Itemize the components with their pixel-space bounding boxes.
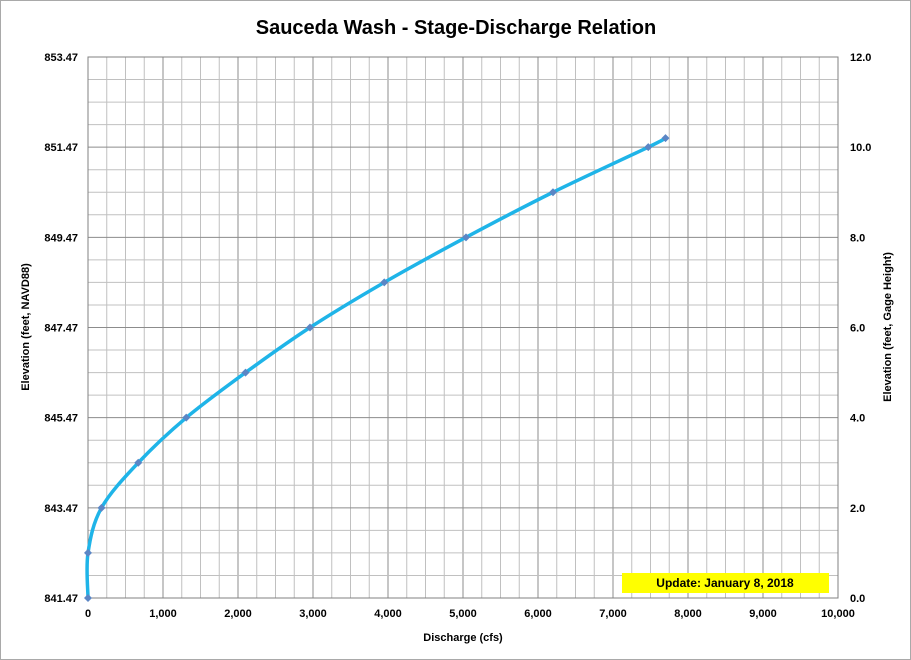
x-axis-title: Discharge (cfs) — [423, 632, 503, 644]
chart-title: Sauceda Wash - Stage-Discharge Relation — [256, 17, 656, 39]
y-tick-label: 853.47 — [44, 52, 78, 64]
y-tick-label: 847.47 — [44, 323, 78, 335]
x-tick-label: 3,000 — [299, 608, 327, 620]
x-tick-label: 7,000 — [599, 608, 627, 620]
data-point-marker — [84, 594, 92, 602]
axis-ticks: 0 1,000 2,000 3,000 4,000 5,000 6,000 7,000 8,00… — [44, 52, 871, 620]
y2-axis-title: Elevation (feet, Gage Height) — [882, 252, 894, 402]
data-point-marker — [306, 323, 314, 332]
update-badge-background — [622, 573, 829, 593]
data-point-marker — [661, 134, 670, 143]
data-point-marker — [182, 413, 191, 422]
y2-tick-label: 8.0 — [850, 232, 865, 244]
x-tick-label: 2,000 — [224, 608, 252, 620]
y-axis-title: Elevation (feet, NAVD88) — [20, 263, 32, 391]
x-tick-label: 8,000 — [674, 608, 702, 620]
data-point-marker — [644, 143, 653, 152]
y2-tick-label: 2.0 — [850, 503, 865, 515]
x-tick-label: 6,000 — [524, 608, 552, 620]
series — [84, 134, 670, 602]
grid — [87, 56, 839, 599]
update-badge: Update: January 8, 2018 — [622, 573, 829, 593]
y-tick-label: 845.47 — [44, 413, 78, 425]
data-point-marker — [241, 368, 250, 377]
update-badge-text: Update: January 8, 2018 — [656, 576, 794, 590]
y2-tick-label: 10.0 — [850, 142, 871, 154]
series-line — [85, 136, 668, 600]
y-tick-label: 851.47 — [44, 142, 78, 154]
y2-tick-label: 6.0 — [850, 323, 865, 335]
y2-tick-label: 12.0 — [850, 52, 871, 64]
data-point-marker — [380, 278, 389, 287]
data-point-marker — [549, 188, 557, 197]
x-tick-label: 5,000 — [449, 608, 477, 620]
y-tick-label: 841.47 — [44, 593, 78, 605]
x-tick-label: 1,000 — [149, 608, 177, 620]
data-point-marker — [97, 503, 106, 512]
data-point-marker — [84, 548, 92, 557]
y-tick-label: 843.47 — [44, 503, 78, 515]
y-tick-label: 849.47 — [44, 232, 78, 244]
data-point-marker — [134, 458, 143, 467]
x-tick-label: 10,000 — [821, 608, 855, 620]
y2-tick-label: 4.0 — [850, 413, 865, 425]
x-tick-label: 4,000 — [374, 608, 402, 620]
plot-border — [87, 56, 839, 599]
data-point-marker — [462, 233, 470, 242]
x-tick-label: 0 — [85, 608, 91, 620]
x-tick-label: 9,000 — [749, 608, 777, 620]
y2-tick-label: 0.0 — [850, 593, 865, 605]
